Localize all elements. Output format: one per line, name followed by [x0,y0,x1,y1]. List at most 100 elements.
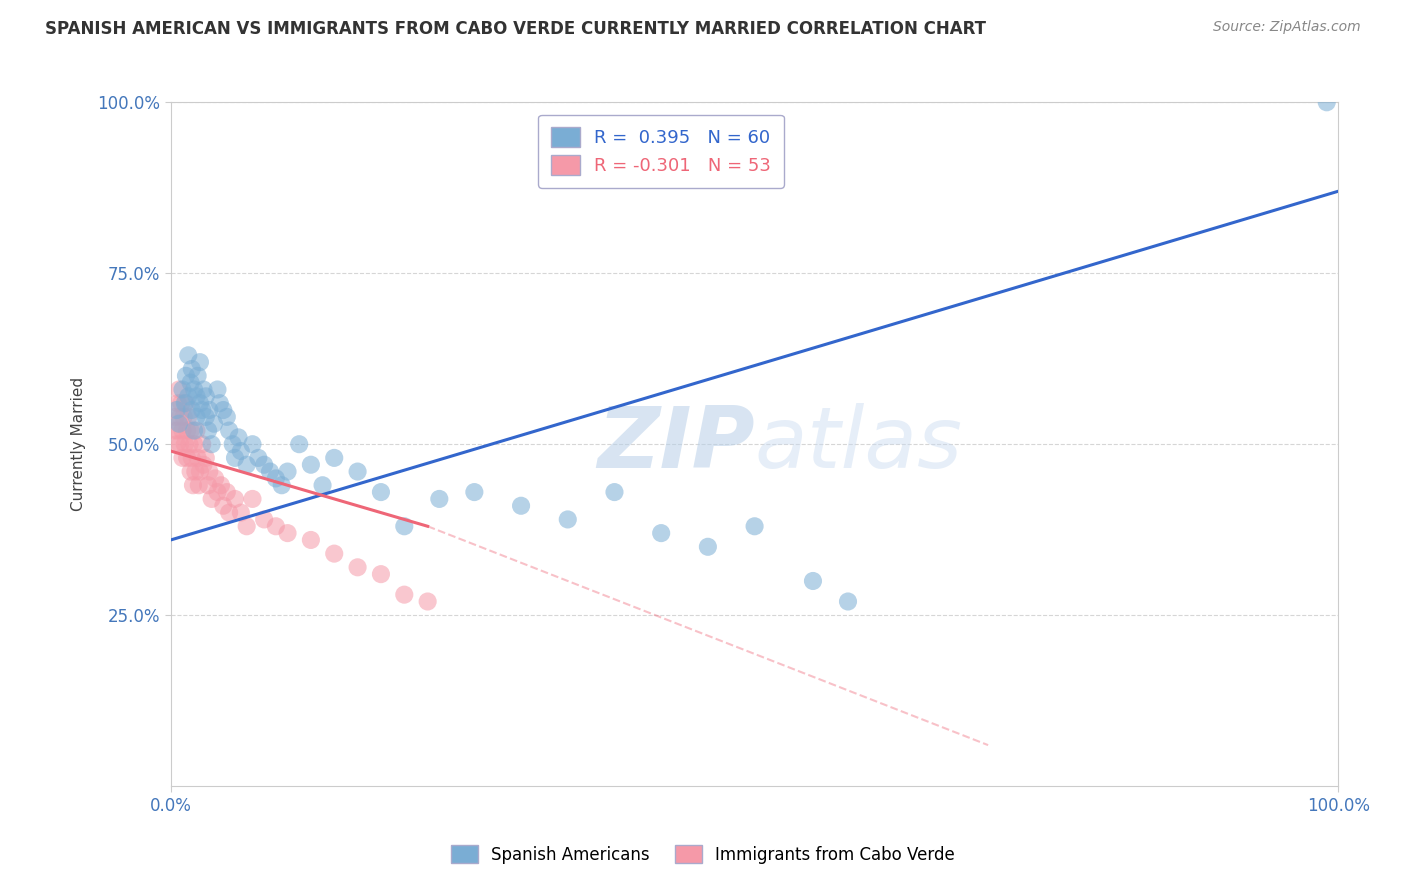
Point [207,383,229,397]
Point [198,403,221,417]
Point [191,403,214,417]
Point [169,409,191,424]
Y-axis label: Currently Married: Currently Married [72,377,86,511]
Point [180,424,202,438]
Point [212,403,235,417]
Point [167,383,190,397]
Point [194,409,217,424]
Point [173,409,195,424]
Point [197,424,219,438]
Point [187,478,209,492]
Point [394,588,416,602]
Point [163,424,186,438]
Point [264,471,287,485]
Point [166,424,188,438]
Point [323,547,346,561]
Text: ZIP: ZIP [598,402,755,486]
Point [188,465,211,479]
Point [191,437,214,451]
Point [169,437,191,451]
Text: SPANISH AMERICAN VS IMMIGRANTS FROM CABO VERDE CURRENTLY MARRIED CORRELATION CHA: SPANISH AMERICAN VS IMMIGRANTS FROM CABO… [45,20,986,37]
Point [557,512,579,526]
Point [183,437,205,451]
Point [166,403,188,417]
Point [204,471,226,485]
Point [1316,95,1339,110]
Point [194,450,217,465]
Point [346,560,368,574]
Point [177,409,200,424]
Point [510,499,533,513]
Point [603,485,626,500]
Point [197,478,219,492]
Point [221,437,243,451]
Point [311,478,333,492]
Point [198,465,221,479]
Point [172,424,194,438]
Point [207,485,229,500]
Point [370,567,392,582]
Point [193,458,215,472]
Point [186,409,208,424]
Point [177,348,200,362]
Point [180,376,202,390]
Point [180,362,202,376]
Point [187,450,209,465]
Point [173,437,195,451]
Point [181,478,204,492]
Point [837,594,859,608]
Point [215,485,238,500]
Point [184,465,207,479]
Point [180,450,202,465]
Point [170,396,193,410]
Point [277,526,299,541]
Point [212,499,235,513]
Point [201,491,224,506]
Point [235,519,257,533]
Point [188,355,211,369]
Point [173,396,195,410]
Point [218,506,240,520]
Point [166,396,188,410]
Point [208,396,231,410]
Point [224,491,246,506]
Point [696,540,718,554]
Point [247,450,270,465]
Point [183,383,205,397]
Point [253,458,276,472]
Point [218,424,240,438]
Legend: Spanish Americans, Immigrants from Cabo Verde: Spanish Americans, Immigrants from Cabo … [444,838,962,871]
Point [288,437,311,451]
Point [177,389,200,403]
Point [172,383,194,397]
Point [224,450,246,465]
Point [259,465,281,479]
Point [166,437,188,451]
Point [176,424,198,438]
Point [183,424,205,438]
Point [209,478,232,492]
Point [650,526,672,541]
Point [277,465,299,479]
Legend: R =  0.395   N = 60, R = -0.301   N = 53: R = 0.395 N = 60, R = -0.301 N = 53 [538,115,785,188]
Point [323,450,346,465]
Point [229,506,252,520]
Point [801,574,824,588]
Point [744,519,766,533]
Point [427,491,450,506]
Point [188,396,211,410]
Point [299,533,322,547]
Point [270,478,292,492]
Point [186,389,208,403]
Text: atlas: atlas [755,402,963,486]
Point [201,437,224,451]
Point [299,458,322,472]
Point [174,396,197,410]
Point [229,444,252,458]
Point [193,383,215,397]
Point [463,485,485,500]
Point [235,458,257,472]
Point [346,465,368,479]
Point [180,403,202,417]
Point [176,450,198,465]
